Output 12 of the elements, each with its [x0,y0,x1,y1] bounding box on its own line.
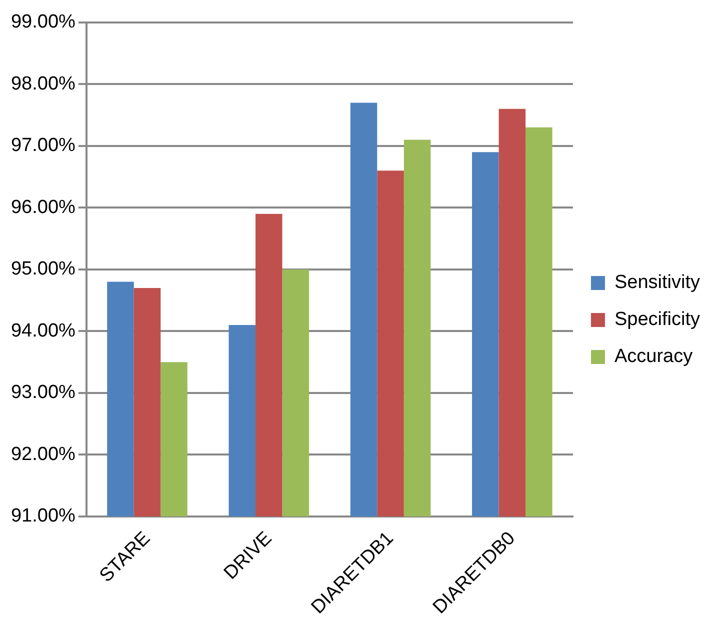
y-tick-label: 98.00% [10,73,76,94]
y-tick-label: 99.00% [10,12,76,33]
y-tick-label: 96.00% [10,196,76,218]
legend-label: Sensitivity [614,272,700,294]
y-tick-label: 95.00% [10,258,76,280]
legend-label: Accuracy [614,346,694,368]
y-tick-label: 91.00% [10,506,76,527]
legend-label: Specificity [614,309,700,330]
y-tick-label: 94.00% [10,320,76,342]
y-tick-label: 92.00% [10,444,76,465]
y-tick-label: 97.00% [10,135,76,156]
y-tick-label: 93.00% [10,382,76,404]
